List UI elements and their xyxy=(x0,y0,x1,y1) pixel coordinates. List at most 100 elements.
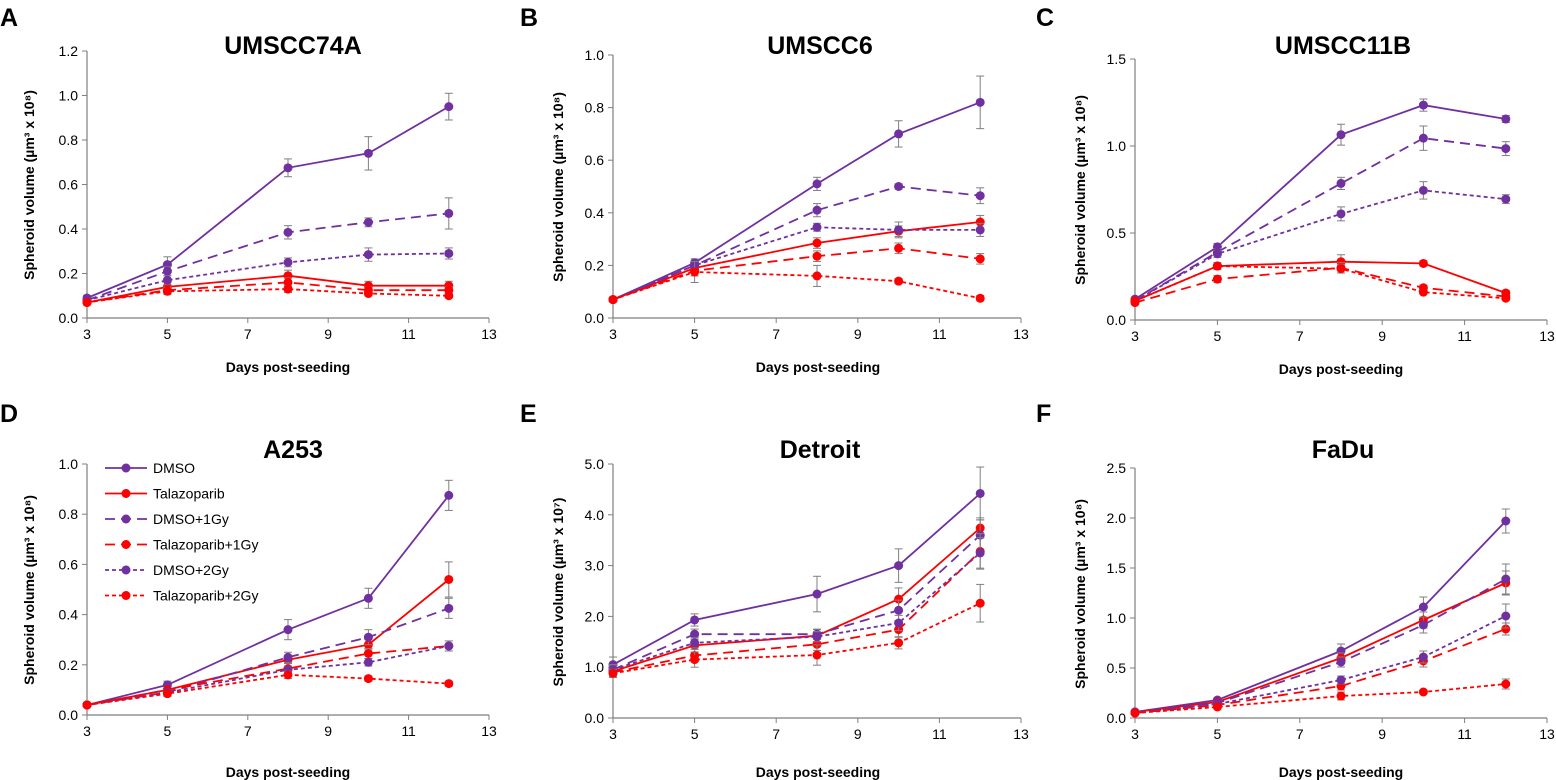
data-point xyxy=(894,276,904,286)
chart-title: UMSCC74A xyxy=(224,32,362,60)
x-tick-label: 11 xyxy=(401,723,416,739)
y-axis-label: Spheroid volume (µm³ x 10⁷) xyxy=(550,498,566,687)
y-tick-label: 1.0 xyxy=(59,88,79,104)
series-dmso-2gy xyxy=(82,640,454,710)
legend-swatch-marker xyxy=(121,489,131,498)
y-tick-label: 1.2 xyxy=(59,43,79,59)
y-tick-label: 1.0 xyxy=(1107,610,1127,626)
series-dmso xyxy=(1130,98,1511,304)
x-tick-label: 11 xyxy=(932,726,947,742)
data-point xyxy=(283,652,293,662)
series-talazoparib-2gy xyxy=(1130,261,1511,306)
x-tick-label: 7 xyxy=(772,326,780,342)
y-tick-label: 0.0 xyxy=(585,710,605,726)
data-point xyxy=(812,589,822,599)
x-tick-label: 5 xyxy=(691,726,699,742)
x-tick-label: 11 xyxy=(401,326,416,342)
y-tick-label: 0.6 xyxy=(59,177,79,193)
x-tick-label: 9 xyxy=(324,723,332,739)
data-point xyxy=(363,657,373,667)
panel-letter: F xyxy=(1036,400,1051,428)
data-point xyxy=(975,97,985,107)
series-talazoparib xyxy=(82,269,454,307)
y-tick-label: 5.0 xyxy=(585,456,605,472)
series-line xyxy=(86,607,450,706)
data-point xyxy=(1336,657,1346,667)
data-point xyxy=(894,225,904,235)
data-point xyxy=(1418,620,1428,630)
data-point xyxy=(812,251,822,261)
x-tick-label: 5 xyxy=(1214,726,1222,742)
data-point xyxy=(363,593,373,603)
data-point xyxy=(894,638,904,648)
x-tick-label: 5 xyxy=(691,326,699,342)
series-line xyxy=(612,226,981,301)
x-tick-label: 3 xyxy=(1131,726,1139,742)
series-dmso-1gy xyxy=(1130,563,1511,717)
x-tick-label: 9 xyxy=(324,326,332,342)
data-point xyxy=(1336,691,1346,701)
y-tick-label: 0.2 xyxy=(59,266,79,282)
series-line xyxy=(612,492,981,666)
data-point xyxy=(363,632,373,642)
y-tick-label: 1.0 xyxy=(585,47,605,63)
series-talazoparib-1gy xyxy=(608,242,985,305)
y-tick-label: 3.0 xyxy=(585,558,605,574)
data-point xyxy=(444,248,454,258)
data-point xyxy=(1501,114,1511,124)
chart-title: Detroit xyxy=(780,436,861,464)
series-line xyxy=(612,271,981,301)
series-line xyxy=(86,673,449,706)
y-tick-label: 0.8 xyxy=(585,100,605,116)
chart-title: UMSCC6 xyxy=(767,32,873,60)
data-point xyxy=(608,668,618,678)
y-axis-label: Spheroid volume (µm³ x 10⁸) xyxy=(1072,95,1088,285)
series-line xyxy=(1134,628,1507,714)
x-tick-label: 13 xyxy=(481,723,497,739)
panel-letter: C xyxy=(1036,4,1054,32)
series-line xyxy=(1134,520,1507,713)
x-tick-label: 7 xyxy=(244,723,252,739)
series-line xyxy=(86,645,449,706)
x-tick-label: 7 xyxy=(772,726,780,742)
data-point xyxy=(444,574,454,584)
data-point xyxy=(690,655,700,665)
data-point xyxy=(1501,679,1511,689)
series-line xyxy=(86,281,449,304)
data-point xyxy=(1501,611,1511,621)
legend-swatch-marker xyxy=(121,565,131,575)
data-point xyxy=(812,632,822,642)
series-line xyxy=(612,552,981,671)
x-tick-label: 9 xyxy=(1378,328,1386,344)
y-tick-label: 0.4 xyxy=(59,607,79,623)
data-point xyxy=(690,629,700,639)
series-talazoparib-2gy xyxy=(608,260,985,305)
data-point xyxy=(162,286,172,296)
data-point xyxy=(444,102,454,112)
data-point xyxy=(283,227,293,237)
data-point xyxy=(1130,296,1140,306)
data-point xyxy=(1418,133,1428,143)
data-point xyxy=(283,284,293,294)
legend-label: DMSO+1Gy xyxy=(153,511,229,527)
series-line xyxy=(612,221,981,301)
series-dmso-2gy xyxy=(608,537,985,676)
x-tick-label: 5 xyxy=(1214,328,1222,344)
y-tick-label: 0.5 xyxy=(1107,660,1127,676)
series-dmso xyxy=(82,92,454,303)
y-tick-label: 0.4 xyxy=(585,205,605,221)
legend-label: Talazoparib xyxy=(153,486,225,502)
series-dmso xyxy=(82,479,454,710)
data-point xyxy=(812,205,822,215)
data-point xyxy=(363,148,373,158)
y-tick-label: 0.2 xyxy=(585,257,605,273)
data-point xyxy=(444,208,454,218)
series-line xyxy=(1134,683,1506,714)
series-line xyxy=(612,602,981,675)
panel-b: B UMSCC6 0.0 0.2 0.4 0.6 0.8 1.0 3 5 7 9 11 13 Days po… xyxy=(520,4,1029,375)
x-tick-label: 9 xyxy=(854,326,862,342)
series-talazoparib-1gy xyxy=(1130,622,1511,718)
data-point xyxy=(363,217,373,227)
data-point xyxy=(1212,702,1222,712)
data-point xyxy=(1501,516,1511,526)
